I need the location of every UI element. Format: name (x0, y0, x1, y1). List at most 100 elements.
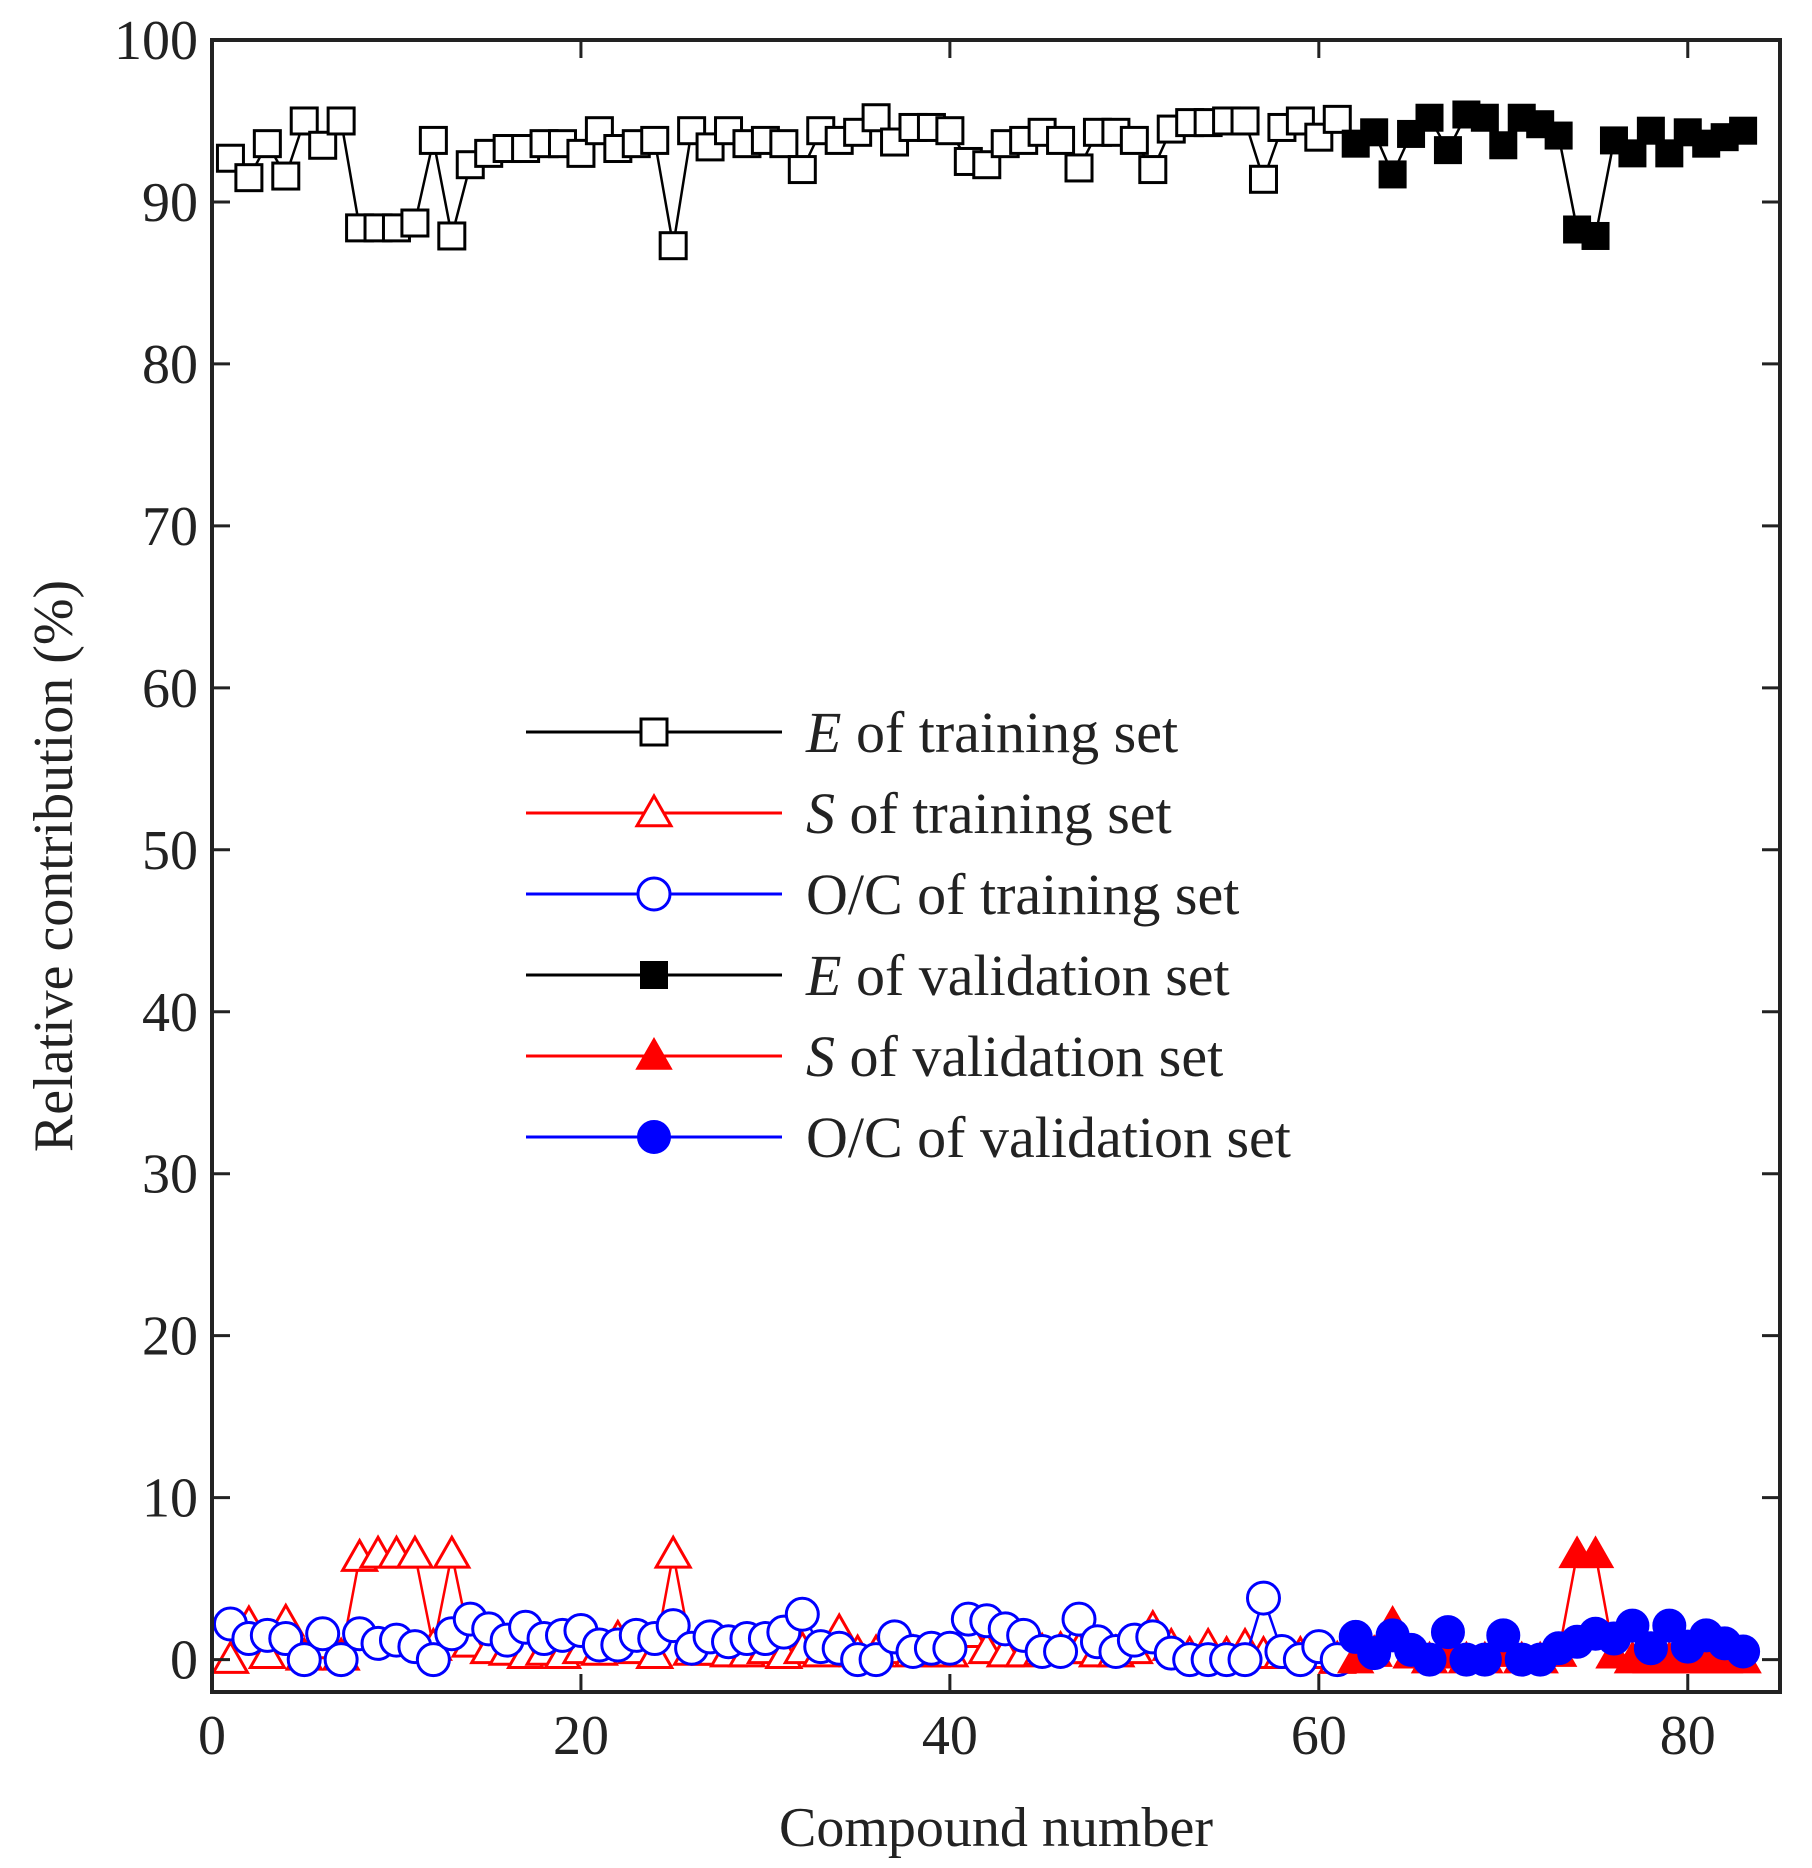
series-oc-val (1338, 1608, 1761, 1677)
data-point-e-train (1064, 153, 1094, 183)
data-point-e-train (880, 127, 910, 157)
data-point-oc-train (1061, 1601, 1097, 1637)
legend: E of training set S of training set O/C of… (526, 700, 1291, 1170)
legend-label: O/C of validation set (806, 1105, 1291, 1170)
data-point-e-train (769, 129, 799, 159)
legend-label: E of validation set (805, 943, 1230, 1008)
data-point-e-train (1119, 125, 1149, 155)
y-tick-label: 10 (142, 1468, 198, 1530)
y-tick-label: 80 (142, 334, 198, 396)
y-tick-label: 40 (142, 982, 198, 1044)
data-point-s-train (653, 1534, 693, 1569)
data-point-oc-train (1227, 1642, 1263, 1678)
data-point-s-train (210, 1639, 251, 1674)
series-layer (210, 100, 1762, 1678)
data-point-e-train (566, 138, 596, 168)
x-tick-label: 80 (1660, 1705, 1716, 1767)
data-point-e-train (640, 125, 670, 155)
data-point-e-val (1636, 116, 1665, 145)
legend-item-oc-val: O/C of validation set (526, 1105, 1291, 1170)
y-tick-label: 70 (142, 496, 198, 558)
y-tick-label: 20 (142, 1306, 198, 1368)
legend-item-oc-train: O/C of training set (526, 862, 1239, 927)
series-e-val (1341, 100, 1758, 250)
legend-item-e-train: E of training set (526, 700, 1178, 765)
data-point-oc-train (415, 1642, 451, 1678)
y-tick-label: 60 (142, 658, 198, 720)
data-point-e-val (1470, 103, 1499, 132)
data-point-e-train (1285, 106, 1315, 136)
data-point-oc-val (1726, 1634, 1761, 1669)
data-point-e-train (1138, 155, 1168, 185)
data-point-e-train (935, 116, 965, 146)
data-point-e-train (400, 208, 430, 238)
data-point-oc-train (1245, 1580, 1281, 1616)
data-point-e-train (1101, 117, 1131, 147)
series-oc-train (212, 1580, 1355, 1678)
data-point-e-train (1046, 125, 1076, 155)
data-point-e-train (1248, 164, 1278, 194)
data-point-e-train (289, 106, 319, 136)
legend-marker-e-val (640, 961, 668, 989)
data-point-e-train (658, 231, 688, 261)
data-point-oc-train (932, 1630, 968, 1666)
plot-area-frame (210, 38, 1782, 1694)
data-point-e-train (326, 106, 356, 136)
y-tick-label: 0 (170, 1630, 198, 1692)
x-axis-title: Compound number (779, 1797, 1213, 1859)
legend-label: S of training set (806, 781, 1172, 846)
data-point-e-train (1230, 106, 1260, 136)
data-point-e-train (252, 129, 282, 159)
data-point-e-train (437, 221, 467, 251)
data-point-e-val (1433, 136, 1462, 165)
data-point-e-train (271, 161, 301, 191)
data-point-e-train (234, 163, 264, 193)
data-point-s-train (395, 1534, 435, 1569)
legend-marker-s-train (634, 792, 674, 828)
legend-label: O/C of training set (806, 862, 1239, 927)
x-tick-label: 60 (1291, 1705, 1347, 1767)
x-tick-label: 40 (922, 1705, 978, 1767)
y-axis-title: Relative contribution (%) (23, 580, 85, 1152)
data-point-e-val (1378, 160, 1407, 189)
legend-item-s-train: S of training set (526, 781, 1172, 846)
data-point-e-val (1729, 116, 1758, 145)
legend-label: E of training set (805, 700, 1178, 765)
x-tick-label: 0 (198, 1705, 226, 1767)
data-point-oc-train (784, 1596, 820, 1632)
data-point-oc-train (286, 1642, 322, 1678)
data-point-e-train (787, 155, 817, 185)
data-point-e-val (1581, 221, 1610, 250)
legend-marker-oc-train (636, 876, 672, 912)
legend-marker-oc-val (637, 1120, 671, 1154)
data-point-e-train (308, 130, 338, 160)
data-point-e-val (1360, 118, 1389, 147)
data-point-e-train (861, 103, 891, 133)
data-point-oc-train (1043, 1634, 1079, 1670)
series-e-train (215, 103, 1352, 261)
y-tick-label: 90 (142, 172, 198, 234)
data-point-oc-val (1467, 1642, 1502, 1677)
y-tick-label: 30 (142, 1144, 198, 1206)
legend-label: S of validation set (806, 1024, 1223, 1089)
x-tick-label: 20 (553, 1705, 609, 1767)
data-point-s-train (432, 1534, 472, 1569)
data-point-s-val (1576, 1535, 1615, 1569)
data-point-e-train (1304, 122, 1334, 152)
data-point-oc-val (1412, 1642, 1447, 1677)
data-point-oc-val (1633, 1631, 1668, 1666)
data-point-e-train (418, 125, 448, 155)
legend-marker-s-val (635, 1036, 673, 1070)
data-point-e-val (1544, 121, 1573, 150)
data-point-e-val (1415, 103, 1444, 132)
legend-item-e-val: E of validation set (526, 943, 1230, 1008)
data-point-oc-val (1615, 1608, 1650, 1643)
data-point-oc-train (323, 1642, 359, 1678)
data-point-oc-val (1486, 1618, 1521, 1653)
data-point-oc-train (655, 1608, 691, 1644)
y-tick-label: 50 (142, 820, 198, 882)
data-point-e-val (1618, 139, 1647, 168)
legend-item-s-val: S of validation set (526, 1024, 1223, 1089)
